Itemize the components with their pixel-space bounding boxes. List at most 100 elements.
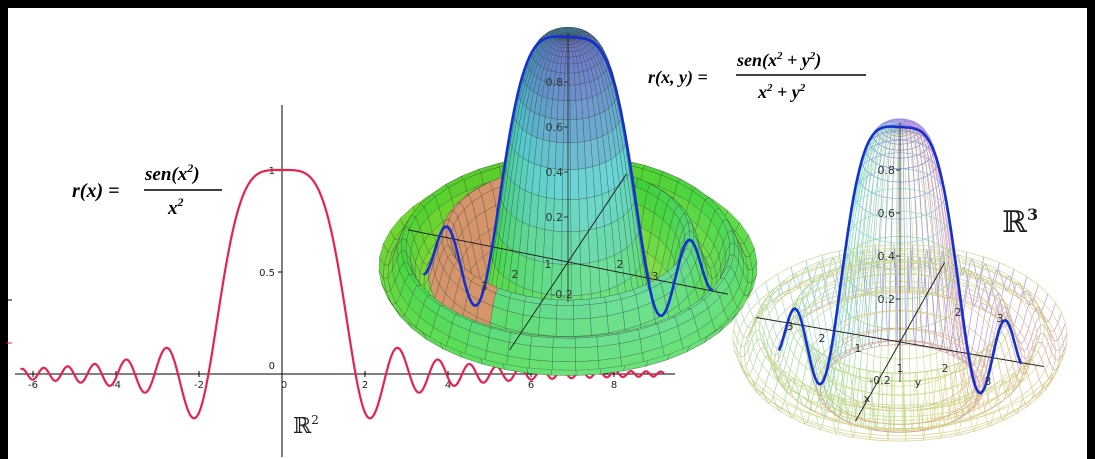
surface-patch: [570, 231, 581, 265]
surface-patch: [569, 63, 575, 74]
wire-ring: [736, 255, 1064, 437]
surface-patch: [563, 119, 571, 144]
surface-patch: [564, 63, 570, 74]
surface-patch: [564, 73, 570, 86]
wire-ring: [743, 267, 1057, 440]
surface-patch: [577, 168, 588, 200]
surface-patch: [560, 63, 566, 74]
surface-patch: [729, 242, 735, 257]
z-tick-label: 0.8: [878, 164, 896, 177]
ground-tick-label: 1: [897, 362, 904, 375]
ground-tick-label: 2: [819, 332, 826, 345]
surface-patch: [551, 369, 577, 376]
surface-patch: [562, 169, 571, 200]
z-tick-label: 0.2: [878, 293, 896, 306]
y-ticks: 00.51: [259, 166, 282, 375]
x-tick-label: 8: [611, 380, 617, 391]
ground-tick-label: 2: [617, 258, 624, 271]
formula2-num-close: ): [813, 50, 821, 71]
wire-ring: [831, 310, 969, 387]
surface-patch: [539, 303, 558, 320]
formula2-denominator: x: [757, 82, 767, 102]
z-tick-label: 0.2: [546, 211, 564, 224]
z-tick-label: 0.4: [878, 250, 896, 263]
ground-tick-label: 1: [855, 342, 862, 355]
formula-r-x: r(x) = sen(x2) x2: [72, 161, 222, 219]
svg-text:x2 + y2: x2 + y2: [757, 82, 806, 102]
surface-patch: [561, 199, 572, 232]
space-label-r3-exp: 3: [1027, 205, 1038, 224]
wire-ring: [759, 250, 1041, 406]
wire-ring: [740, 265, 1060, 442]
formula-denominator: x: [167, 198, 178, 219]
wire-ring: [816, 339, 984, 433]
surface-patch: [557, 100, 565, 120]
surface-patch: [529, 345, 554, 362]
surface-patch: [562, 142, 571, 170]
surface-patch: [586, 196, 597, 231]
surface-patch: [570, 199, 580, 232]
surface-patch: [565, 56, 570, 65]
formula-numerator-close: ): [191, 164, 199, 185]
highlight-section: [899, 125, 1023, 395]
wire-ring: [732, 244, 1068, 429]
wire-ring: [835, 287, 965, 360]
formula2-den-exp: 2: [766, 82, 773, 94]
surface-patch: [555, 318, 574, 337]
x-tick-label: -2: [194, 380, 204, 391]
surface-patch: [532, 259, 544, 294]
y-tick-label: 0.5: [259, 268, 275, 279]
axis-name-label: y: [915, 376, 922, 389]
surface-patch: [573, 318, 592, 337]
space-label-r2: ℝ: [293, 414, 312, 439]
z-tick-label: 0.4: [546, 166, 564, 179]
z-tick-label: 0.6: [546, 121, 564, 134]
ground-tick-label: 1: [545, 258, 552, 271]
ground-tick-label: 2: [942, 362, 949, 375]
formula2-num-exp: 2: [776, 50, 783, 62]
z-tick-label: 0.8: [546, 76, 564, 89]
right-border: [1087, 0, 1095, 459]
svg-text:sen(x2): sen(x2): [144, 161, 200, 185]
x-tick-label: 0: [281, 380, 287, 391]
surface-patch: [565, 47, 570, 53]
surface-patch: [556, 305, 574, 320]
surface-patch: [573, 304, 591, 320]
ground-tick-label: 3: [787, 320, 794, 333]
space-label-r2-exp: 2: [311, 413, 319, 427]
highlight-section: [422, 35, 569, 307]
svg-text:ℝ2: ℝ2: [293, 413, 319, 439]
surface-patch: [547, 140, 557, 170]
wire-ring: [876, 118, 924, 145]
ground-tick-label: 2: [955, 306, 962, 319]
surface-patch: [552, 337, 576, 349]
surface-patch: [569, 56, 574, 65]
top-border: [0, 0, 1095, 8]
surface-patch: [569, 72, 576, 86]
ground-tick-label: -0.2: [869, 374, 890, 387]
space-label-r3: ℝ: [1002, 205, 1028, 240]
surface-patch: [569, 100, 577, 121]
svg-text:ℝ3: ℝ3: [1002, 205, 1038, 240]
formula-numerator-exp: 2: [186, 161, 193, 175]
formula2-num-mid: + y: [783, 50, 811, 70]
x-tick-label: 2: [362, 380, 368, 391]
wire-ring: [789, 259, 1011, 382]
ground-tick-label: 2: [512, 268, 519, 281]
surface-patch: [579, 229, 590, 265]
surface-patch: [574, 336, 598, 349]
surface-patch: [580, 262, 592, 296]
surface-patch: [578, 197, 589, 232]
wire-ring: [751, 253, 1049, 418]
y-tick-label: 0: [269, 361, 275, 372]
formula2-numerator: sen(x: [736, 50, 777, 71]
y-tick-label: 1: [269, 166, 275, 177]
surface-patch: [569, 119, 578, 144]
surface-patch: [568, 51, 573, 58]
wire-ring: [774, 292, 1026, 431]
formula2-lhs: r(x, y) =: [648, 67, 708, 88]
ground-tick-label: 3: [652, 270, 659, 283]
wire-ring: [762, 260, 1038, 412]
